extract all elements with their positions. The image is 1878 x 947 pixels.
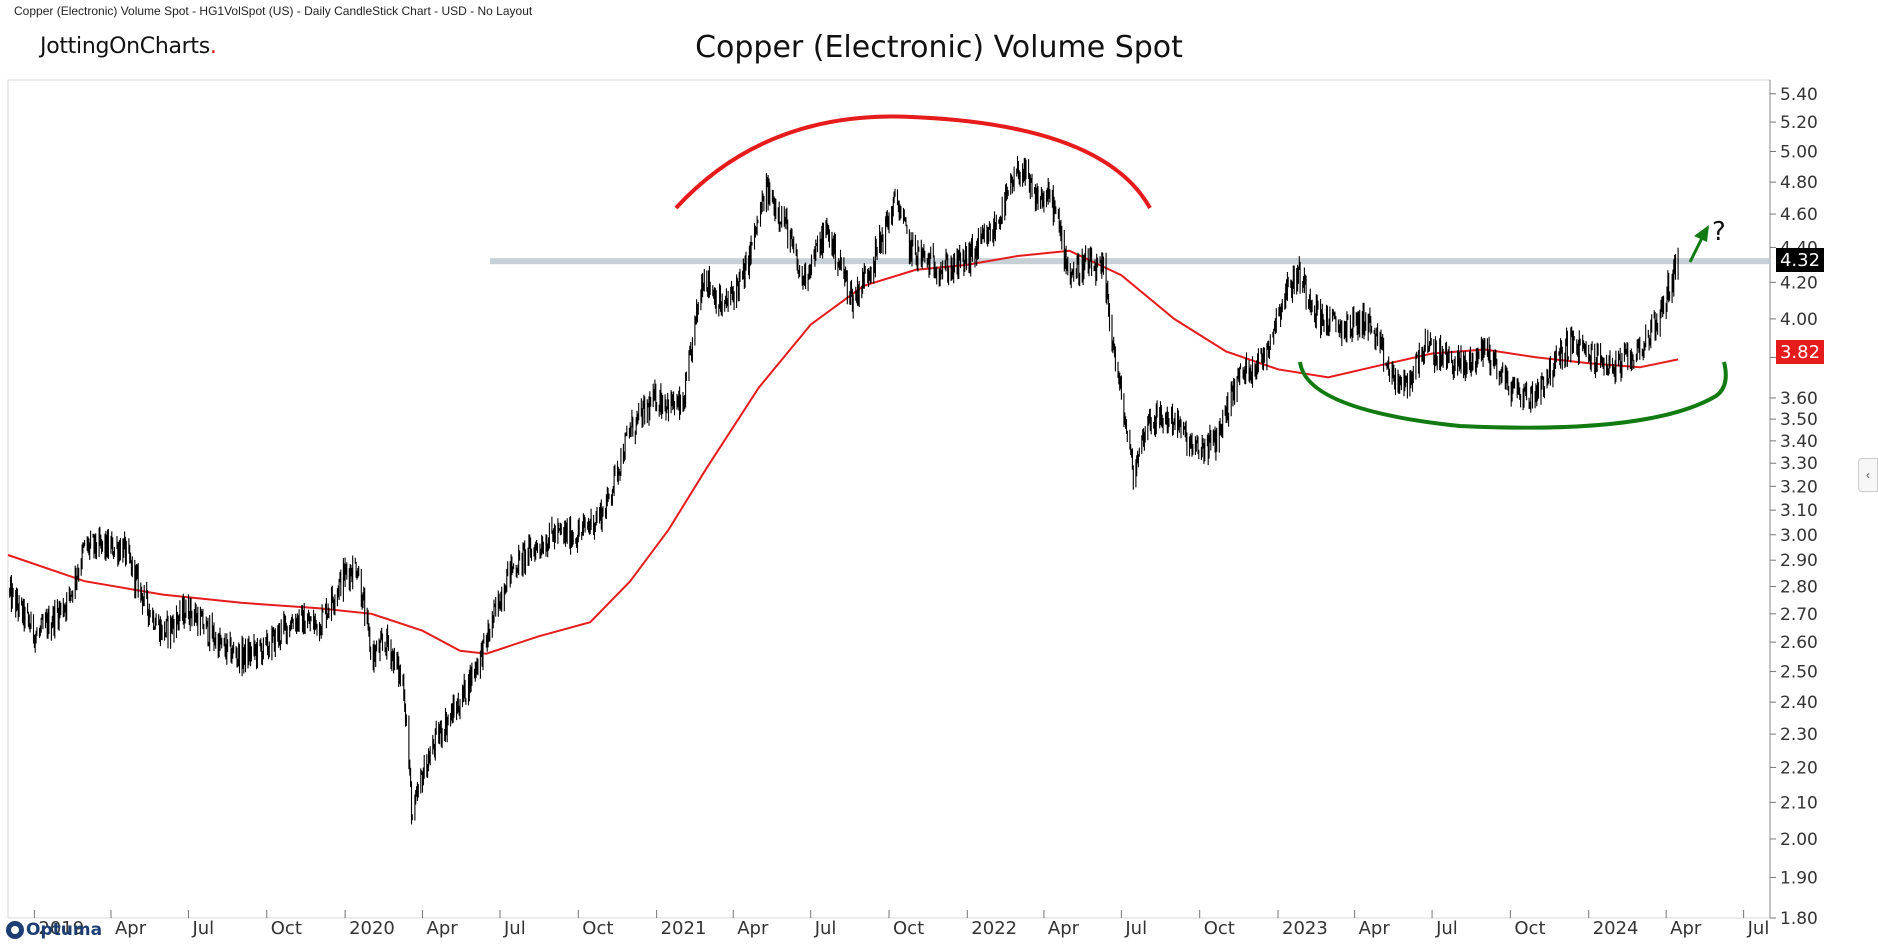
up-arrow-shaft <box>1688 237 1704 263</box>
y-tick-label: 3.00 <box>1780 526 1818 546</box>
y-axis: 1.80 1.90 2.00 2.10 2.20 2.30 2.40 2.50 2.60 2.70… <box>1770 85 1818 929</box>
optuma-logo-icon <box>6 921 24 939</box>
y-tick-label: 4.80 <box>1780 173 1818 193</box>
x-tick-label: Oct <box>271 918 302 939</box>
brand-name: JottingOnCharts. <box>40 34 217 59</box>
x-tick-label: Apr <box>1048 918 1080 939</box>
y-tick-label: 2.40 <box>1780 693 1818 713</box>
up-arrow-head <box>1694 225 1709 242</box>
x-tick-label: 2023 <box>1282 918 1328 939</box>
x-tick-label: Oct <box>893 918 924 939</box>
y-tick-label: 5.40 <box>1780 85 1818 105</box>
y-tick-label: 4.00 <box>1780 310 1818 330</box>
x-tick-label: Oct <box>1204 918 1235 939</box>
x-tick-label: 2019 <box>38 918 84 939</box>
price-labels: 4.32 3.82 <box>1776 248 1824 364</box>
x-tick-label: 2020 <box>349 918 395 939</box>
chart-description: Copper (Electronic) Volume Spot - HG1Vol… <box>14 4 533 18</box>
optuma-logo: Optuma <box>6 920 102 940</box>
chart-title: Copper (Electronic) Volume Spot <box>695 30 1183 65</box>
ma-label: 3.82 <box>1780 342 1820 363</box>
price-series <box>9 156 1679 825</box>
y-tick-label: 3.60 <box>1780 389 1818 409</box>
x-tick-label: Jul <box>1435 918 1458 939</box>
x-axis: 2019 Apr Jul Oct 2020 Apr Jul Oct 2021 Apr Jul Oct 2… <box>33 910 1770 939</box>
x-tick-label: Oct <box>1514 918 1545 939</box>
x-tick-label: Jul <box>814 918 837 939</box>
x-tick-label: 2021 <box>661 918 707 939</box>
x-tick-label: Jul <box>191 918 214 939</box>
y-tick-label: 2.80 <box>1780 578 1818 598</box>
y-tick-label: 2.50 <box>1780 663 1818 683</box>
y-tick-label: 4.20 <box>1780 273 1818 293</box>
y-tick-label: 3.40 <box>1780 432 1818 452</box>
last-price-label: 4.32 <box>1780 250 1820 271</box>
y-tick-label: 2.90 <box>1780 551 1818 571</box>
y-tick-label: 2.10 <box>1780 793 1818 813</box>
x-tick-label: Apr <box>427 918 459 939</box>
y-tick-label: 2.60 <box>1780 633 1818 653</box>
moving-average-series <box>7 249 1679 655</box>
x-tick-label: Apr <box>115 918 147 939</box>
x-tick-label: Apr <box>1670 918 1702 939</box>
x-tick-label: Jul <box>1124 918 1147 939</box>
y-tick-label: 3.20 <box>1780 477 1818 497</box>
plot-frame <box>7 79 1771 919</box>
y-tick-label: 2.70 <box>1780 605 1818 625</box>
y-tick-label: 3.50 <box>1780 410 1818 430</box>
annotations: ? <box>674 114 1728 430</box>
y-tick-label: 5.20 <box>1780 113 1818 133</box>
bottom-arc <box>1298 361 1728 430</box>
resistance-level <box>490 258 1770 265</box>
y-tick-label: 3.10 <box>1780 501 1818 521</box>
x-tick-label: Apr <box>737 918 769 939</box>
y-tick-label: 3.30 <box>1780 454 1818 474</box>
x-tick-label: 2024 <box>1593 918 1639 939</box>
level-band <box>490 258 1770 265</box>
brand-dot: . <box>209 34 217 59</box>
x-tick-label: 2022 <box>971 918 1017 939</box>
x-tick-label: Jul <box>503 918 526 939</box>
moving-average-line <box>7 249 1679 655</box>
y-tick-label: 1.80 <box>1780 909 1818 929</box>
ma-label-box <box>1776 340 1824 364</box>
y-tick-label: 5.00 <box>1780 143 1818 163</box>
brand-text: JottingOnCharts <box>40 34 210 59</box>
y-tick-label: 2.30 <box>1780 725 1818 745</box>
top-arc <box>674 114 1152 210</box>
y-tick-label: 4.60 <box>1780 205 1818 225</box>
last-price-label-box <box>1776 248 1824 272</box>
candle-wicks <box>9 156 1679 825</box>
y-tick-label: 1.90 <box>1780 868 1818 888</box>
x-tick-label: Oct <box>582 918 613 939</box>
y-tick-label: 2.20 <box>1780 758 1818 778</box>
x-tick-label: Jul <box>1747 918 1770 939</box>
question-mark: ? <box>1712 217 1726 247</box>
optuma-logo-text: Optuma <box>26 920 103 940</box>
y-tick-label: 2.00 <box>1780 830 1818 850</box>
collapse-panel-button[interactable]: ‹ <box>1858 458 1878 492</box>
x-tick-label: Apr <box>1359 918 1391 939</box>
